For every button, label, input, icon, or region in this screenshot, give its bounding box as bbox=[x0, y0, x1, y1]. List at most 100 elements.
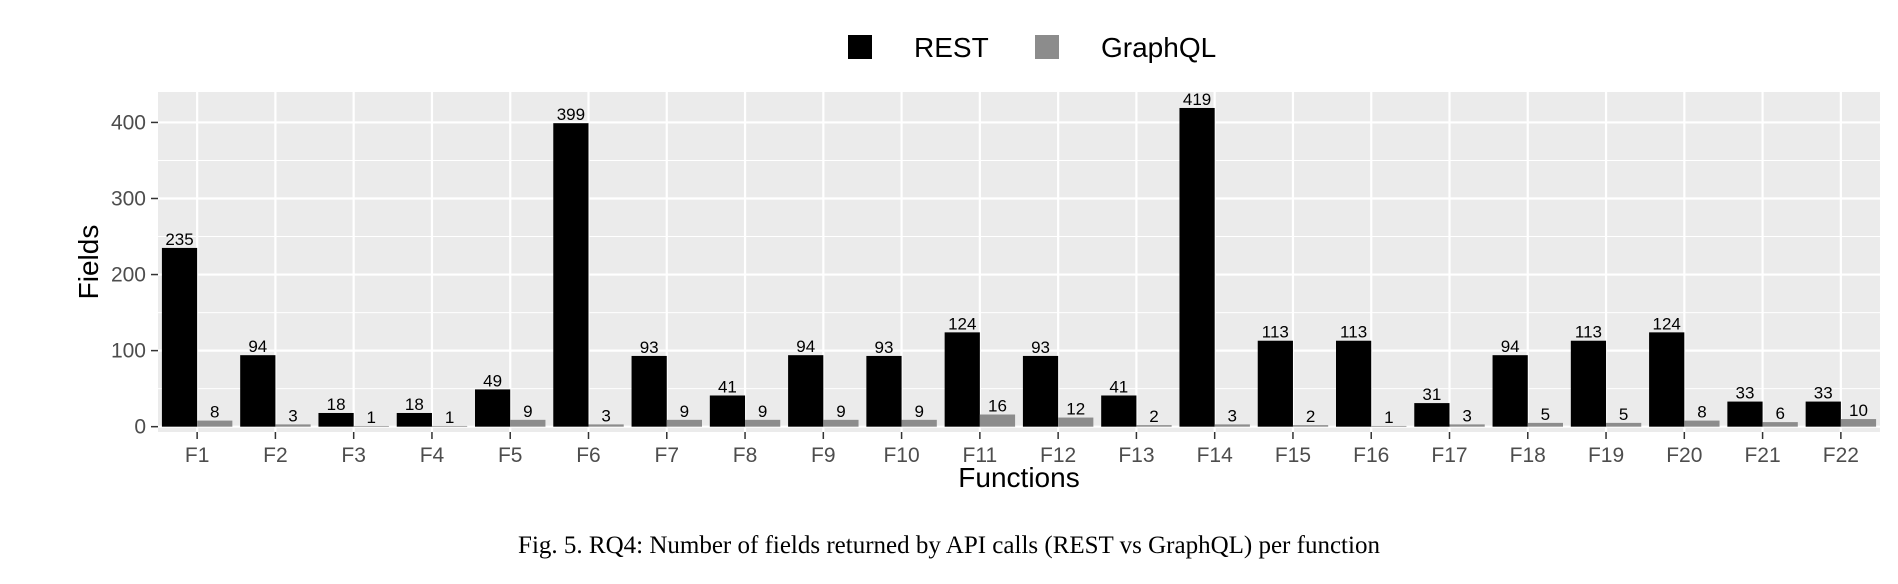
x-tick-label: F19 bbox=[1588, 444, 1624, 467]
y-tick-label: 300 bbox=[111, 187, 146, 210]
data-label: 3 bbox=[1228, 406, 1237, 425]
x-tick-label: F6 bbox=[576, 444, 601, 467]
y-tick-label: 200 bbox=[111, 264, 146, 287]
bar-rest-f9 bbox=[788, 355, 824, 427]
data-label: 2 bbox=[1306, 407, 1315, 426]
bar-graphql-f11 bbox=[979, 414, 1016, 427]
data-label: 18 bbox=[327, 395, 346, 414]
data-label: 3 bbox=[288, 406, 297, 425]
x-tick-label: F13 bbox=[1118, 444, 1154, 467]
data-label: 93 bbox=[875, 338, 894, 357]
data-label: 9 bbox=[914, 402, 923, 421]
data-label: 124 bbox=[1653, 314, 1681, 333]
data-label: 9 bbox=[758, 402, 767, 421]
data-label: 1 bbox=[445, 408, 454, 427]
bar-rest-f10 bbox=[866, 355, 902, 427]
y-tick-label: 100 bbox=[111, 340, 146, 363]
data-label: 94 bbox=[1501, 337, 1520, 356]
data-label: 94 bbox=[248, 337, 267, 356]
bar-graphql-f18 bbox=[1527, 422, 1563, 427]
bar-graphql-f9 bbox=[823, 419, 859, 427]
data-label: 12 bbox=[1066, 400, 1085, 419]
bar-graphql-f16 bbox=[1371, 425, 1407, 427]
data-label: 93 bbox=[1031, 338, 1050, 357]
data-label: 18 bbox=[405, 395, 424, 414]
x-tick-label: F14 bbox=[1197, 444, 1234, 467]
bar-rest-f21 bbox=[1727, 401, 1763, 427]
figure-caption: Fig. 5. RQ4: Number of fields returned b… bbox=[518, 532, 1380, 559]
bar-graphql-f7 bbox=[666, 419, 702, 427]
bar-graphql-f22 bbox=[1840, 419, 1877, 427]
data-label: 6 bbox=[1775, 404, 1784, 423]
bar-graphql-f13 bbox=[1136, 425, 1172, 427]
data-label: 235 bbox=[165, 230, 193, 249]
bar-rest-f14 bbox=[1179, 107, 1215, 427]
bar-graphql-f14 bbox=[1214, 424, 1250, 427]
bar-graphql-f8 bbox=[745, 419, 781, 427]
bar-graphql-f1 bbox=[197, 420, 233, 427]
data-label: 1 bbox=[1384, 408, 1393, 427]
data-label: 3 bbox=[1462, 406, 1471, 425]
x-tick-label: F21 bbox=[1744, 444, 1780, 467]
x-axis-title: Functions bbox=[958, 462, 1079, 493]
bars bbox=[161, 107, 1877, 427]
bar-rest-f5 bbox=[475, 389, 511, 427]
data-label: 94 bbox=[796, 337, 815, 356]
x-tick-label: F12 bbox=[1040, 444, 1076, 467]
bar-graphql-f10 bbox=[901, 419, 937, 427]
data-label: 9 bbox=[523, 402, 532, 421]
data-label: 3 bbox=[601, 406, 610, 425]
bar-graphql-f17 bbox=[1449, 424, 1485, 427]
data-label: 41 bbox=[718, 377, 737, 396]
data-label: 8 bbox=[210, 403, 219, 422]
legend-swatch-graphql bbox=[1035, 35, 1059, 59]
data-label: 9 bbox=[836, 402, 845, 421]
data-label: 2 bbox=[1149, 407, 1158, 426]
bar-rest-f11 bbox=[944, 332, 980, 427]
y-axis-title: Fields bbox=[73, 225, 104, 300]
bar-graphql-f3 bbox=[353, 425, 389, 427]
data-label: 49 bbox=[483, 371, 502, 390]
legend-swatch-rest bbox=[848, 35, 872, 59]
bar-rest-f13 bbox=[1101, 395, 1137, 427]
bar-graphql-f12 bbox=[1058, 417, 1094, 427]
bar-rest-f18 bbox=[1492, 355, 1528, 427]
y-tick-label: 400 bbox=[111, 111, 146, 134]
data-label: 1 bbox=[367, 408, 376, 427]
x-tick-label: F10 bbox=[883, 444, 919, 467]
data-label: 41 bbox=[1109, 377, 1128, 396]
legend-label-graphql: GraphQL bbox=[1101, 32, 1216, 63]
x-tick-label: F7 bbox=[655, 444, 680, 467]
data-label: 9 bbox=[680, 402, 689, 421]
bar-rest-f16 bbox=[1336, 340, 1372, 427]
data-label: 8 bbox=[1697, 403, 1706, 422]
data-label: 419 bbox=[1183, 90, 1211, 109]
x-tick-label: F4 bbox=[420, 444, 445, 467]
data-label: 5 bbox=[1619, 405, 1628, 424]
data-label: 5 bbox=[1541, 405, 1550, 424]
x-tick-label: F5 bbox=[498, 444, 523, 467]
x-tick-label: F18 bbox=[1510, 444, 1546, 467]
x-tick-label: F1 bbox=[185, 444, 210, 467]
data-label: 33 bbox=[1814, 384, 1833, 403]
bar-rest-f2 bbox=[240, 355, 276, 427]
x-tick-label: F16 bbox=[1353, 444, 1389, 467]
bar-rest-f22 bbox=[1805, 401, 1841, 427]
legend-label-rest: REST bbox=[914, 32, 989, 63]
data-label: 33 bbox=[1736, 384, 1755, 403]
bar-rest-f12 bbox=[1022, 355, 1059, 427]
bar-rest-f20 bbox=[1649, 332, 1685, 427]
plot-panel bbox=[158, 92, 1880, 432]
bar-rest-f17 bbox=[1414, 403, 1450, 427]
bar-graphql-f4 bbox=[431, 425, 468, 427]
data-label: 93 bbox=[640, 338, 659, 357]
x-tick-label: F2 bbox=[263, 444, 288, 467]
bar-graphql-f21 bbox=[1762, 422, 1798, 427]
y-tick-label: 0 bbox=[134, 416, 146, 439]
bar-graphql-f20 bbox=[1684, 420, 1720, 427]
bar-graphql-f15 bbox=[1292, 425, 1329, 427]
data-label: 16 bbox=[988, 397, 1007, 416]
bar-rest-f3 bbox=[318, 412, 354, 427]
data-label: 399 bbox=[557, 105, 585, 124]
